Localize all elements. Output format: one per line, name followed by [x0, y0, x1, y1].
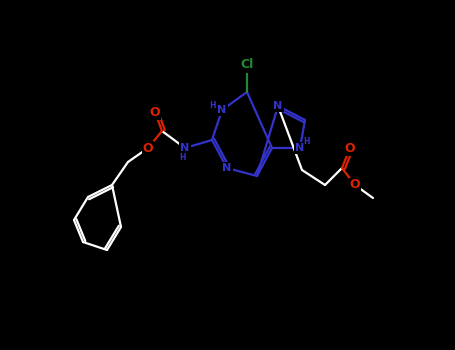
- Text: H: H: [180, 154, 186, 162]
- Text: O: O: [150, 105, 160, 119]
- Text: H: H: [209, 102, 215, 111]
- Text: O: O: [345, 141, 355, 154]
- Text: H: H: [304, 138, 310, 147]
- Text: Cl: Cl: [240, 58, 253, 71]
- Text: O: O: [350, 178, 360, 191]
- Text: N: N: [273, 101, 283, 111]
- Text: N: N: [295, 143, 305, 153]
- Text: O: O: [143, 141, 153, 154]
- Text: N: N: [222, 163, 232, 173]
- Text: N: N: [217, 105, 227, 115]
- Text: N: N: [180, 143, 190, 153]
